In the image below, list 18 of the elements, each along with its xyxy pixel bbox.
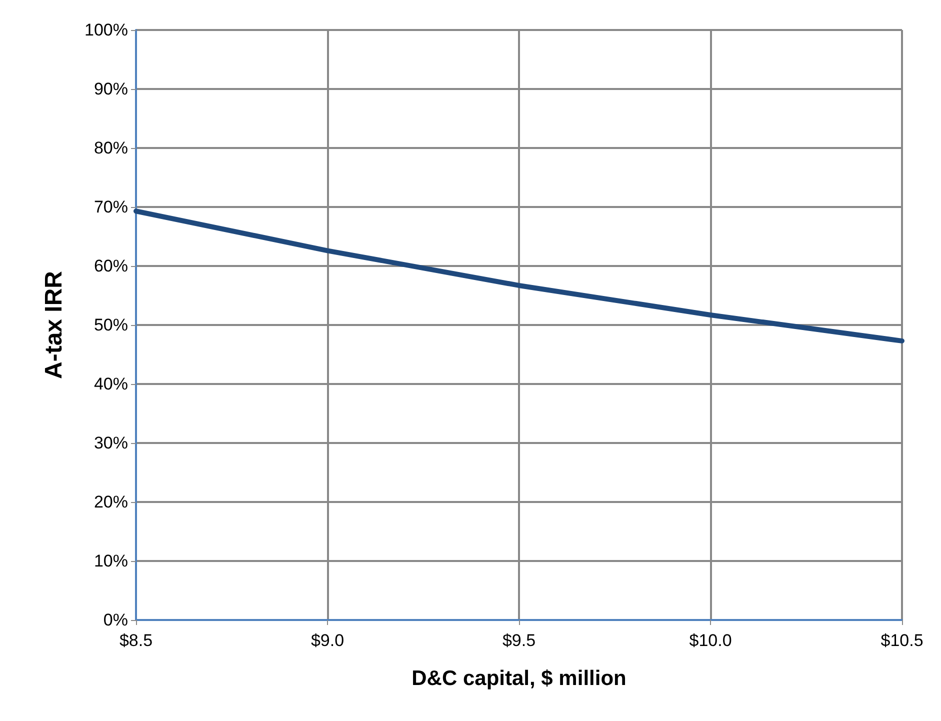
x-tick-label: $8.5 (119, 631, 153, 650)
x-tick-label: $9.5 (502, 631, 536, 650)
x-tick-label: $9.0 (310, 631, 344, 650)
x-tick-label: $10.0 (689, 631, 732, 650)
y-tick-label: 60% (94, 256, 128, 276)
y-tick-label: 30% (94, 434, 128, 452)
y-tick-label: 20% (94, 492, 128, 512)
y-axis-title: A-tax IRR (40, 270, 68, 380)
x-axis-title: D&C capital, $ million (412, 667, 626, 690)
y-tick-label: 90% (94, 80, 128, 98)
y-tick-label: 50% (94, 316, 128, 334)
y-tick-label: 70% (94, 198, 128, 216)
y-tick-label: 80% (94, 138, 128, 158)
y-tick-label: 100% (84, 20, 128, 40)
y-tick-label: 10% (94, 552, 128, 570)
y-tick-label: 0% (103, 610, 128, 630)
y-tick-label: 40% (94, 374, 128, 394)
x-tick-label: $10.5 (880, 631, 924, 650)
